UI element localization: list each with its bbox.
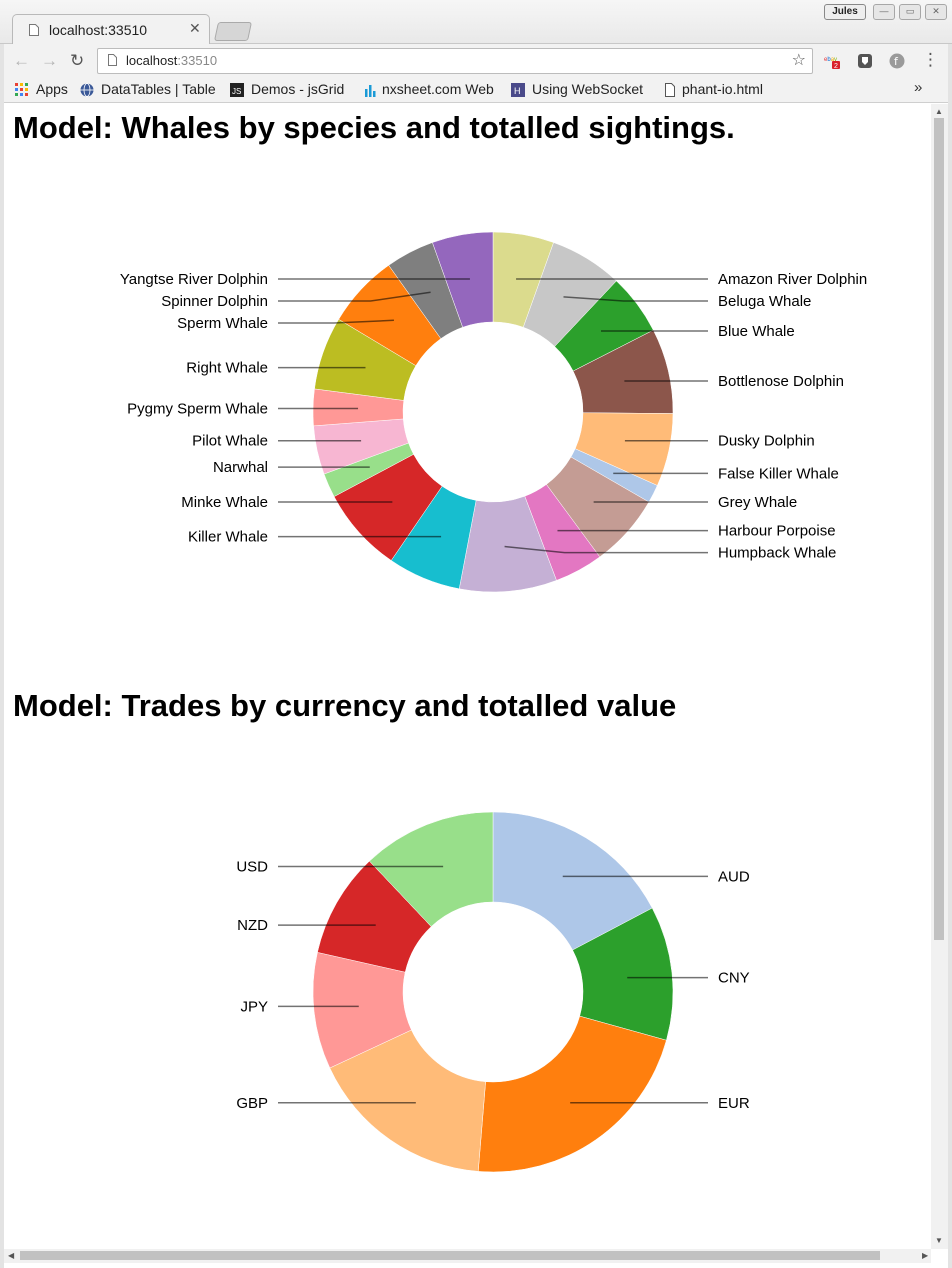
label-beluga-whale: Beluga Whale: [718, 293, 811, 310]
shield-extension-icon[interactable]: [857, 53, 873, 69]
leader-line-humpback-whale: [504, 545, 708, 554]
tab-title: localhost:33510: [49, 22, 148, 38]
whales-donut-chart: Amazon River Dolphin Beluga Whale Blue Wha…: [120, 231, 867, 593]
url-host: localhost: [126, 53, 178, 68]
new-tab-button[interactable]: [213, 22, 253, 41]
trades-heading: Model: Trades by currency and totalled v…: [13, 688, 677, 723]
svg-text:H: H: [514, 86, 521, 96]
bookmark-jsgrid[interactable]: Demos - jsGrid: [251, 81, 345, 97]
slice-aud[interactable]: [492, 811, 653, 951]
globe-icon: [80, 83, 94, 97]
reload-icon[interactable]: ↻: [70, 51, 85, 70]
address-bar[interactable]: localhost:33510 ☆: [97, 48, 813, 74]
close-window-icon[interactable]: ✕: [925, 4, 947, 20]
label-usd: USD: [236, 859, 268, 876]
bookmark-datatables[interactable]: DataTables | Table: [101, 81, 216, 97]
extension-badge: 2: [834, 63, 838, 69]
minimize-icon[interactable]: —: [873, 4, 895, 20]
label-blue-whale: Blue Whale: [718, 323, 795, 340]
label-yangtse-river-dolphin: Yangtse River Dolphin: [120, 271, 268, 288]
h-logo-icon: H: [511, 83, 525, 97]
bar-chart-icon: [365, 85, 376, 97]
label-dusky-dolphin: Dusky Dolphin: [718, 433, 815, 450]
slice-usd[interactable]: [369, 811, 494, 927]
page-icon: [29, 24, 39, 36]
back-icon[interactable]: ←: [13, 51, 30, 70]
label-nzd: NZD: [237, 917, 268, 934]
tab-strip: localhost:33510 ✕ Jules — ▭ ✕: [0, 0, 952, 45]
leader-line-sperm-whale: [278, 319, 394, 324]
bookmarks-bar: Apps DataTables | Table JS Demos - jsGri…: [0, 78, 952, 103]
js-icon: JS: [230, 83, 244, 97]
label-sperm-whale: Sperm Whale: [177, 315, 268, 332]
fedora-extension-icon[interactable]: f: [889, 53, 905, 69]
bookmark-phant[interactable]: phant-io.html: [682, 81, 763, 97]
svg-text:ebay: ebay: [824, 57, 837, 63]
leader-line-spinner-dolphin: [278, 291, 431, 302]
label-eur: EUR: [718, 1095, 750, 1112]
svg-text:f: f: [894, 55, 899, 68]
label-minke-whale: Minke Whale: [181, 494, 268, 511]
maximize-icon[interactable]: ▭: [899, 4, 921, 20]
profile-button[interactable]: Jules: [824, 4, 866, 20]
label-narwhal: Narwhal: [213, 459, 268, 476]
label-killer-whale: Killer Whale: [188, 529, 268, 546]
label-harbour-porpoise: Harbour Porpoise: [718, 523, 836, 540]
horizontal-scroll-thumb[interactable]: [20, 1251, 880, 1260]
page-icon: [108, 54, 117, 66]
donut-labels: AUD CNY EUR USD NZD JPY GBP: [236, 859, 750, 1112]
vertical-scrollbar[interactable]: ▲ ▼: [931, 104, 948, 1249]
bookmark-star-icon[interactable]: ☆: [791, 52, 806, 69]
donut-labels: Amazon River Dolphin Beluga Whale Blue Wha…: [120, 271, 867, 562]
bookmark-apps[interactable]: Apps: [36, 81, 68, 97]
donut-slices: [312, 231, 674, 593]
more-bookmarks-icon[interactable]: »: [914, 79, 923, 96]
forward-icon[interactable]: →: [41, 51, 58, 70]
bookmark-websocket[interactable]: Using WebSocket: [532, 81, 644, 97]
label-humpback-whale: Humpback Whale: [718, 545, 836, 562]
window-border: [948, 44, 952, 1268]
label-cny: CNY: [718, 970, 750, 987]
label-pygmy-sperm-whale: Pygmy Sperm Whale: [127, 401, 268, 418]
label-pilot-whale: Pilot Whale: [192, 433, 268, 450]
slice-eur[interactable]: [477, 1015, 667, 1173]
scroll-left-icon[interactable]: ◀: [8, 1251, 15, 1260]
donut-slices: [312, 811, 674, 1173]
bookmark-nxsheet[interactable]: nxsheet.com Web: [382, 81, 494, 97]
close-icon[interactable]: ✕: [189, 20, 201, 36]
scroll-down-icon[interactable]: ▼: [935, 1236, 943, 1245]
url-port: :33510: [177, 53, 218, 68]
ebay-extension-icon[interactable]: ebay 2: [824, 53, 840, 69]
label-aud: AUD: [718, 868, 750, 885]
scroll-up-icon[interactable]: ▲: [935, 107, 943, 116]
page-viewport: Model: Whales by species and totalled si…: [4, 104, 930, 1249]
vertical-scroll-thumb[interactable]: [934, 118, 944, 940]
window-border: [0, 44, 4, 1268]
slice-gbp[interactable]: [329, 1029, 486, 1172]
apps-grid-icon: [15, 83, 28, 96]
label-amazon-river-dolphin: Amazon River Dolphin: [718, 271, 867, 288]
browser-toolbar: ← → ↻ localhost:33510 ☆ ebay 2 f ⋮: [0, 44, 952, 78]
browser-tab[interactable]: localhost:33510 ✕: [12, 14, 210, 45]
label-jpy: JPY: [240, 998, 268, 1015]
menu-icon[interactable]: ⋮: [922, 50, 939, 69]
leader-line-beluga-whale: [563, 296, 708, 302]
file-icon: [665, 83, 675, 97]
label-spinner-dolphin: Spinner Dolphin: [161, 293, 268, 310]
svg-text:JS: JS: [232, 87, 241, 96]
whales-heading: Model: Whales by species and totalled si…: [13, 110, 735, 145]
label-right-whale: Right Whale: [186, 360, 268, 377]
label-bottlenose-dolphin: Bottlenose Dolphin: [718, 373, 844, 390]
horizontal-scrollbar[interactable]: ◀ ▶: [4, 1249, 931, 1263]
scroll-right-icon[interactable]: ▶: [922, 1251, 929, 1260]
trades-donut-chart: AUD CNY EUR USD NZD JPY GBP: [236, 811, 750, 1173]
label-false-killer-whale: False Killer Whale: [718, 465, 839, 482]
label-gbp: GBP: [236, 1095, 268, 1112]
label-grey-whale: Grey Whale: [718, 494, 797, 511]
